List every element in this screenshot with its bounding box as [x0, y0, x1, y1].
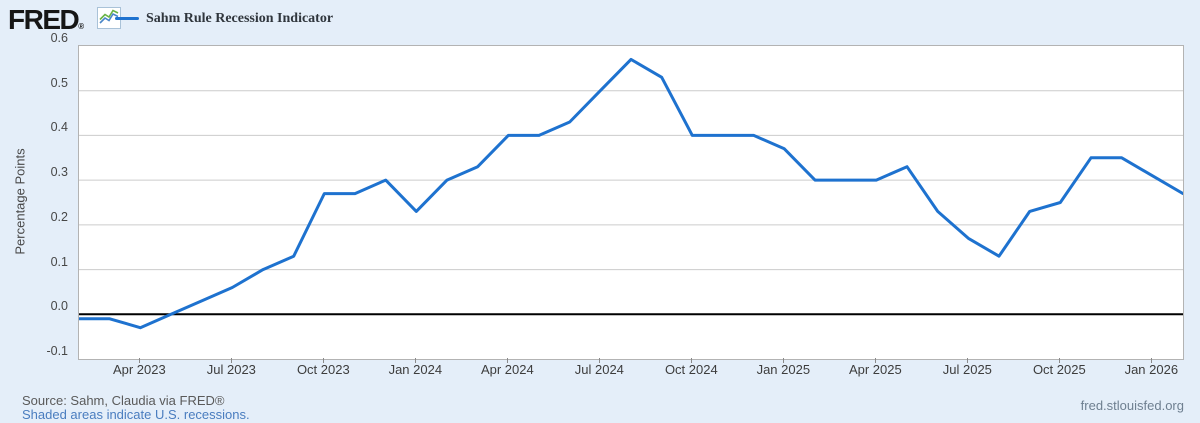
- line-chart-canvas: [79, 57, 1183, 330]
- x-tick-apr-2024: Apr 2024: [480, 362, 534, 377]
- y-tick-0.4: 0.4: [50, 120, 68, 135]
- recessions-note-link[interactable]: Shaded areas indicate U.S. recessions.: [22, 407, 250, 422]
- x-tick-mark: [875, 358, 877, 363]
- x-tick-jul-2025: Jul 2025: [942, 362, 992, 377]
- x-tick-mark: [507, 358, 509, 363]
- chart-header: FRED® Sahm Rule Recession Indicator: [0, 0, 1200, 40]
- series-sahm-rule-line[interactable]: [79, 57, 1183, 330]
- x-tick-mark: [1059, 358, 1061, 363]
- plot-area[interactable]: [78, 45, 1184, 360]
- fred-site-link[interactable]: fred.stlouisfed.org: [1080, 398, 1184, 413]
- x-tick-mark: [139, 358, 141, 363]
- fred-logo[interactable]: FRED®: [8, 4, 84, 36]
- y-tick-0.5: 0.5: [50, 75, 68, 90]
- x-tick-mark: [967, 358, 969, 363]
- y-tick-0.3: 0.3: [50, 165, 68, 180]
- y-tick--0.1: -0.1: [46, 344, 68, 358]
- x-tick-oct-2023: Oct 2023: [296, 362, 350, 377]
- x-tick-mark: [1151, 358, 1153, 363]
- x-tick-mark: [783, 358, 785, 363]
- registered-mark: ®: [78, 22, 85, 31]
- x-tick-apr-2023: Apr 2023: [112, 362, 166, 377]
- x-tick-jan-2025: Jan 2025: [756, 362, 811, 377]
- x-tick-jan-2024: Jan 2024: [388, 362, 443, 377]
- x-tick-jul-2024: Jul 2024: [574, 362, 624, 377]
- y-tick-0.6: 0.6: [50, 31, 68, 45]
- x-tick-jan-2026: Jan 2026: [1124, 362, 1179, 377]
- x-tick-oct-2024: Oct 2024: [664, 362, 718, 377]
- x-tick-mark: [415, 358, 417, 363]
- legend-series-label: Sahm Rule Recession Indicator: [146, 11, 334, 26]
- source-attribution: Source: Sahm, Claudia via FRED®: [22, 393, 225, 408]
- legend-line-swatch: [115, 17, 139, 20]
- x-tick-jul-2023: Jul 2023: [206, 362, 256, 377]
- y-tick-0.1: 0.1: [50, 254, 68, 269]
- x-tick-mark: [323, 358, 325, 363]
- x-tick-mark: [231, 358, 233, 363]
- y-tick-0.0: 0.0: [50, 299, 68, 314]
- fred-logo-text: FRED: [8, 4, 80, 35]
- x-tick-mark: [599, 358, 601, 363]
- x-tick-apr-2025: Apr 2025: [848, 362, 902, 377]
- x-tick-oct-2025: Oct 2025: [1032, 362, 1086, 377]
- x-tick-mark: [691, 358, 693, 363]
- y-tick-0.2: 0.2: [50, 209, 68, 224]
